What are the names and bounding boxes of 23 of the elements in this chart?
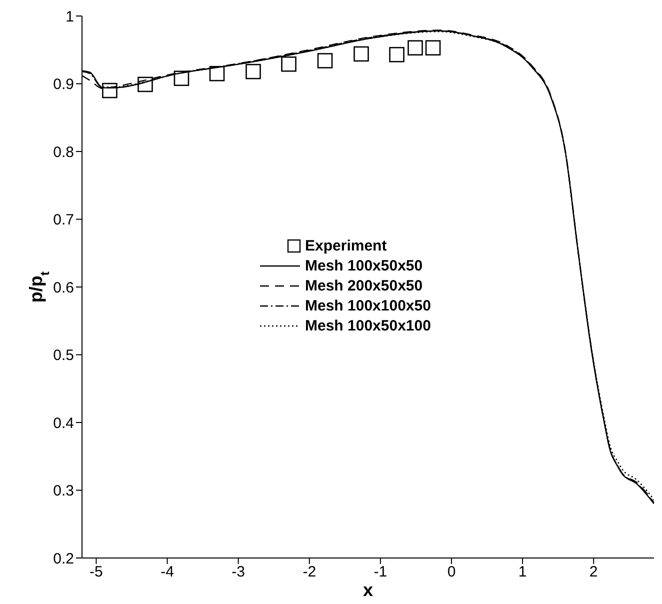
legend-label: Mesh 100x50x50 bbox=[305, 258, 423, 274]
legend-label: Mesh 100x50x100 bbox=[305, 318, 431, 334]
x-tick-label: 1 bbox=[518, 564, 527, 581]
legend-label: Mesh 200x50x50 bbox=[305, 278, 423, 294]
x-tick-label: -1 bbox=[374, 564, 388, 581]
y-tick-label: 1 bbox=[66, 8, 74, 26]
legend-label: Experiment bbox=[305, 238, 387, 254]
x-tick-label: -2 bbox=[302, 564, 316, 581]
x-tick-label: -3 bbox=[232, 564, 245, 581]
x-tick-label: 2 bbox=[589, 564, 598, 581]
y-tick-label: 0.2 bbox=[53, 550, 74, 568]
y-tick-label: 0.8 bbox=[53, 144, 74, 161]
x-axis-title: x bbox=[362, 580, 374, 600]
x-tick-label: 0 bbox=[447, 564, 456, 581]
x-tick-label: -5 bbox=[90, 564, 103, 581]
x-tick-label: -4 bbox=[160, 564, 174, 581]
legend-label: Mesh 100x100x50 bbox=[305, 298, 431, 314]
y-tick-label: 0.5 bbox=[53, 347, 74, 364]
y-tick-label: 0.3 bbox=[53, 482, 74, 500]
y-tick-label: 0.9 bbox=[53, 76, 74, 94]
y-tick-label: 0.4 bbox=[53, 414, 74, 432]
y-tick-label: 0.7 bbox=[53, 212, 74, 229]
y-tick-label: 0.6 bbox=[53, 279, 74, 296]
